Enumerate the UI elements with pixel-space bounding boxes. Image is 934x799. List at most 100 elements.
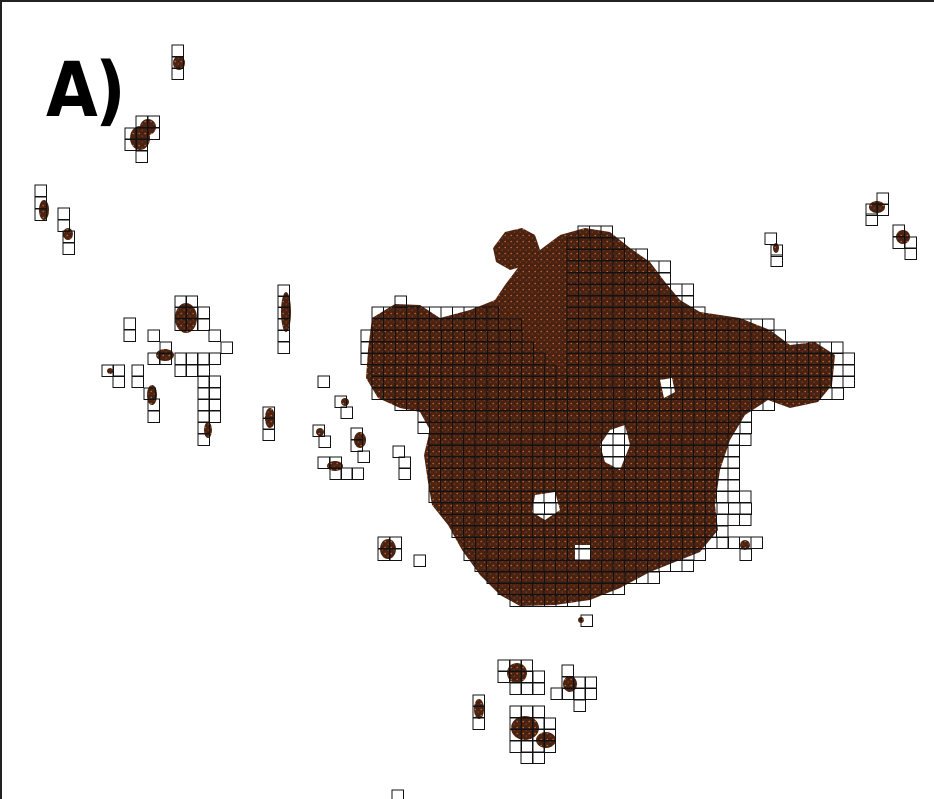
panel-label: A) [46,45,126,134]
tile-cell [197,398,210,411]
tile-cell [727,536,740,549]
tile-cell [413,554,426,567]
tile-cell [123,329,136,342]
tile-cell [693,548,706,561]
tile-cell [739,548,752,561]
tile-cell [750,536,763,549]
tile-cell [716,490,729,503]
tile-cell [135,150,148,163]
tile-cell [185,364,198,377]
tile-cell [208,410,221,423]
tile-cell [584,687,597,700]
tile-cell [532,682,545,695]
tile-cell [739,421,752,434]
cluster-vertical-streak [281,292,291,332]
tile-cell [389,548,402,561]
tile-cell [727,456,740,469]
tile-cell [876,203,889,216]
tile-cell [147,410,160,423]
tile-cell [220,341,233,354]
cluster-gap [600,425,630,470]
tile-cell [520,751,533,764]
tile-cell [197,410,210,423]
tile-cell [340,406,353,419]
tile-cell [658,260,671,273]
tile-cell [350,439,363,452]
cluster-bottom-d [474,699,484,719]
tile-cell [762,398,775,411]
cluster-bottom-b [511,716,539,740]
cluster-bottom-e [563,676,577,692]
tile-cell [727,444,740,457]
tile-cell [520,682,533,695]
tile-cell [716,536,729,549]
tile-cell [842,352,855,365]
cluster-top-small [173,56,185,70]
tile-cell [831,387,844,400]
tile-cell [532,670,545,683]
tile-cell [681,283,694,296]
tile-cell [392,445,405,458]
tile-cell [584,676,597,689]
tile-cell [509,705,522,718]
tile-cell [357,450,370,463]
tile-cell [727,479,740,492]
tile-cell [647,571,660,584]
tile-cell [728,502,741,515]
tile-cell [727,513,740,526]
tile-cell [509,740,522,753]
tile-cell [34,184,47,197]
main-cluster-cap [493,228,540,270]
cluster-right-tail [740,540,750,550]
tile-cell [277,329,290,342]
tile-cell [171,67,184,80]
tile-cell [764,232,777,245]
tile-cell [208,387,221,400]
tile-cell [831,341,844,354]
tile-cell [739,490,752,503]
cluster-gap [532,492,560,520]
tile-cell [543,740,556,753]
tile-cell [612,582,625,595]
tile-cell [520,705,533,718]
tile-cell [197,318,210,331]
cluster-left-tail [204,422,212,438]
tile-cell [174,352,187,365]
tile-cell [520,740,533,753]
cluster-left-edge-b [63,228,73,240]
tile-cell [112,364,125,377]
tile-cell [174,364,187,377]
cluster-small-b [316,428,324,436]
tile-cell [543,717,556,730]
tile-cell [727,490,740,503]
tile-cell [573,687,586,700]
tile-cell [318,435,331,448]
tile-cell [62,242,75,255]
tile-cell [340,467,353,480]
tile-cell [716,502,729,515]
tile-cell [208,398,221,411]
tile-cell [561,664,574,677]
tile-cell [865,213,878,226]
tile-cell [580,614,593,627]
cluster-small-c [341,398,349,406]
tile-grid [34,44,917,799]
tile-cell [57,207,70,220]
cluster-left-dot [107,368,113,374]
tile-cell [185,352,198,365]
tile-cell [532,751,545,764]
tile-cell [351,467,364,480]
tile-cell [131,364,144,377]
tile-cell [197,364,210,377]
tile-cell [317,375,330,388]
tile-cell [842,375,855,388]
tile-cell [131,375,144,388]
tile-cell [509,682,522,695]
tile-cell [727,467,740,480]
tile-cell [904,247,917,260]
tile-cell [391,789,404,799]
tile-cell [398,467,411,480]
tile-cell [147,127,160,140]
tile-cell [739,433,752,446]
